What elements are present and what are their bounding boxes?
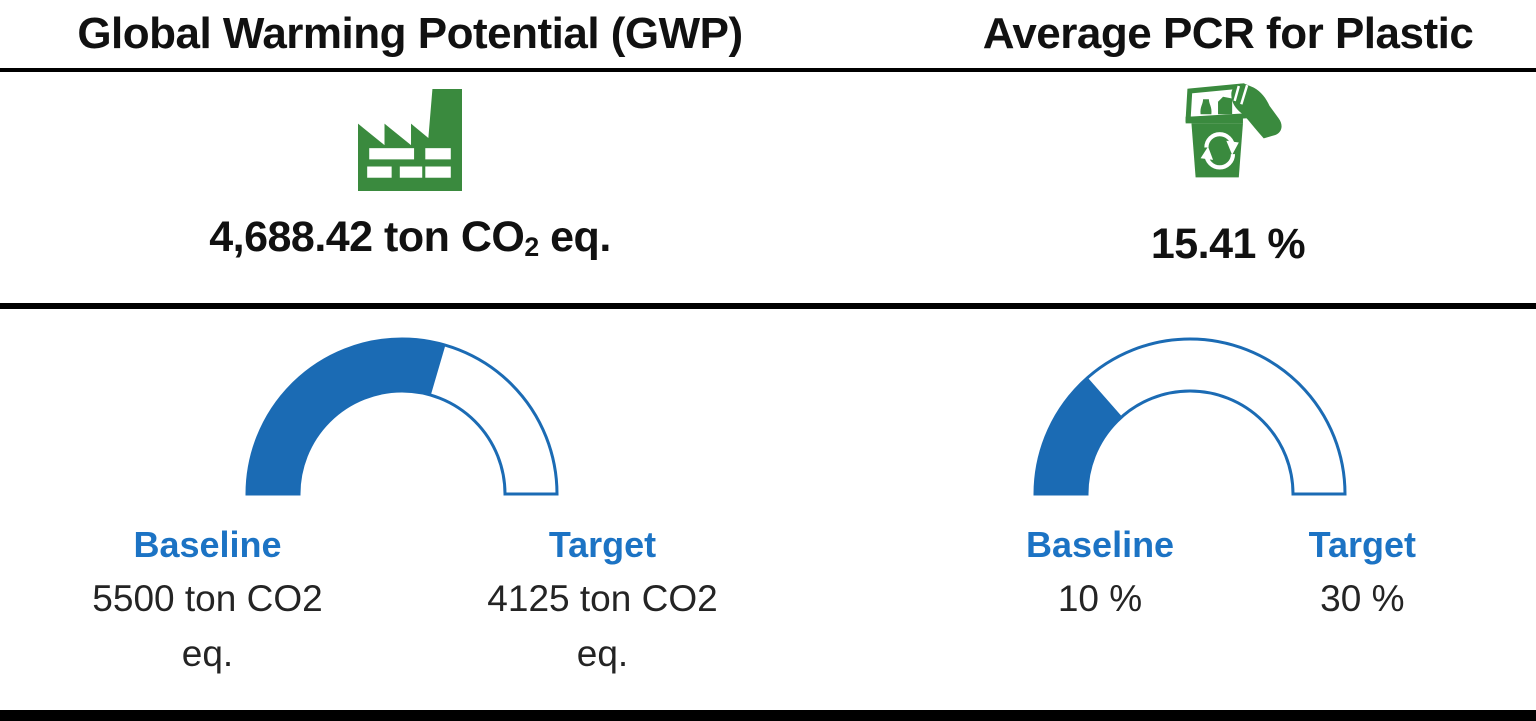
pcr-target-value: 30 % xyxy=(1320,577,1405,619)
pcr-baseline-value: 10 % xyxy=(1057,577,1143,619)
pcr-baseline-block: Baseline 10 % xyxy=(1026,522,1174,626)
gwp-target-block: Target 4125 ton CO2 eq. xyxy=(475,522,730,682)
gwp-target-value: 4125 ton CO2 eq. xyxy=(487,577,718,675)
gwp-baseline-block: Baseline 5500 ton CO2 eq. xyxy=(80,522,335,682)
gwp-gauge[interactable] xyxy=(242,322,562,498)
pcr-baseline-label: Baseline xyxy=(1026,524,1175,565)
gwp-card[interactable]: 4,688.42 ton CO2 eq. xyxy=(0,72,768,303)
gwp-value-tail: eq. xyxy=(538,213,611,261)
pcr-gauge-labels: Baseline 10 % Target 30 % xyxy=(1026,522,1416,626)
gwp-baseline-value: 5500 ton CO2 eq. xyxy=(92,577,323,675)
gwp-value-main: 4,688.42 ton CO xyxy=(209,213,525,261)
gwp-value: 4,688.42 ton CO2 eq. xyxy=(209,213,611,262)
recycle-bin-icon xyxy=(1173,81,1283,184)
bottom-border-bar xyxy=(0,710,1536,721)
gauges-row: Baseline 5500 ton CO2 eq. Target 4125 to… xyxy=(0,309,1536,710)
pcr-gauge-section: Baseline 10 % Target 30 % xyxy=(768,309,1536,710)
factory-icon xyxy=(358,89,462,191)
pcr-value: 15.41 % xyxy=(1150,220,1306,269)
stats-row: 4,688.42 ton CO2 eq. xyxy=(0,72,1536,309)
header-row: Global Warming Potential (GWP) Average P… xyxy=(0,0,1536,72)
pcr-card[interactable]: 15.41 % xyxy=(768,72,1536,303)
gwp-value-subscript: 2 xyxy=(524,232,539,263)
pcr-target-block: Target 30 % xyxy=(1309,522,1416,626)
pcr-gauge[interactable] xyxy=(1030,322,1350,498)
gwp-title: Global Warming Potential (GWP) xyxy=(77,9,743,58)
gwp-target-label: Target xyxy=(548,524,657,565)
pcr-value-main: 15.41 % xyxy=(1150,220,1306,268)
gwp-header-cell: Global Warming Potential (GWP) xyxy=(0,0,768,68)
pcr-title: Average PCR for Plastic xyxy=(982,9,1474,58)
gwp-gauge-labels: Baseline 5500 ton CO2 eq. Target 4125 to… xyxy=(80,522,730,682)
pcr-target-label: Target xyxy=(1308,524,1416,565)
pcr-header-cell: Average PCR for Plastic xyxy=(768,0,1536,68)
gwp-gauge-section: Baseline 5500 ton CO2 eq. Target 4125 to… xyxy=(0,309,768,710)
gwp-baseline-label: Baseline xyxy=(133,524,282,565)
